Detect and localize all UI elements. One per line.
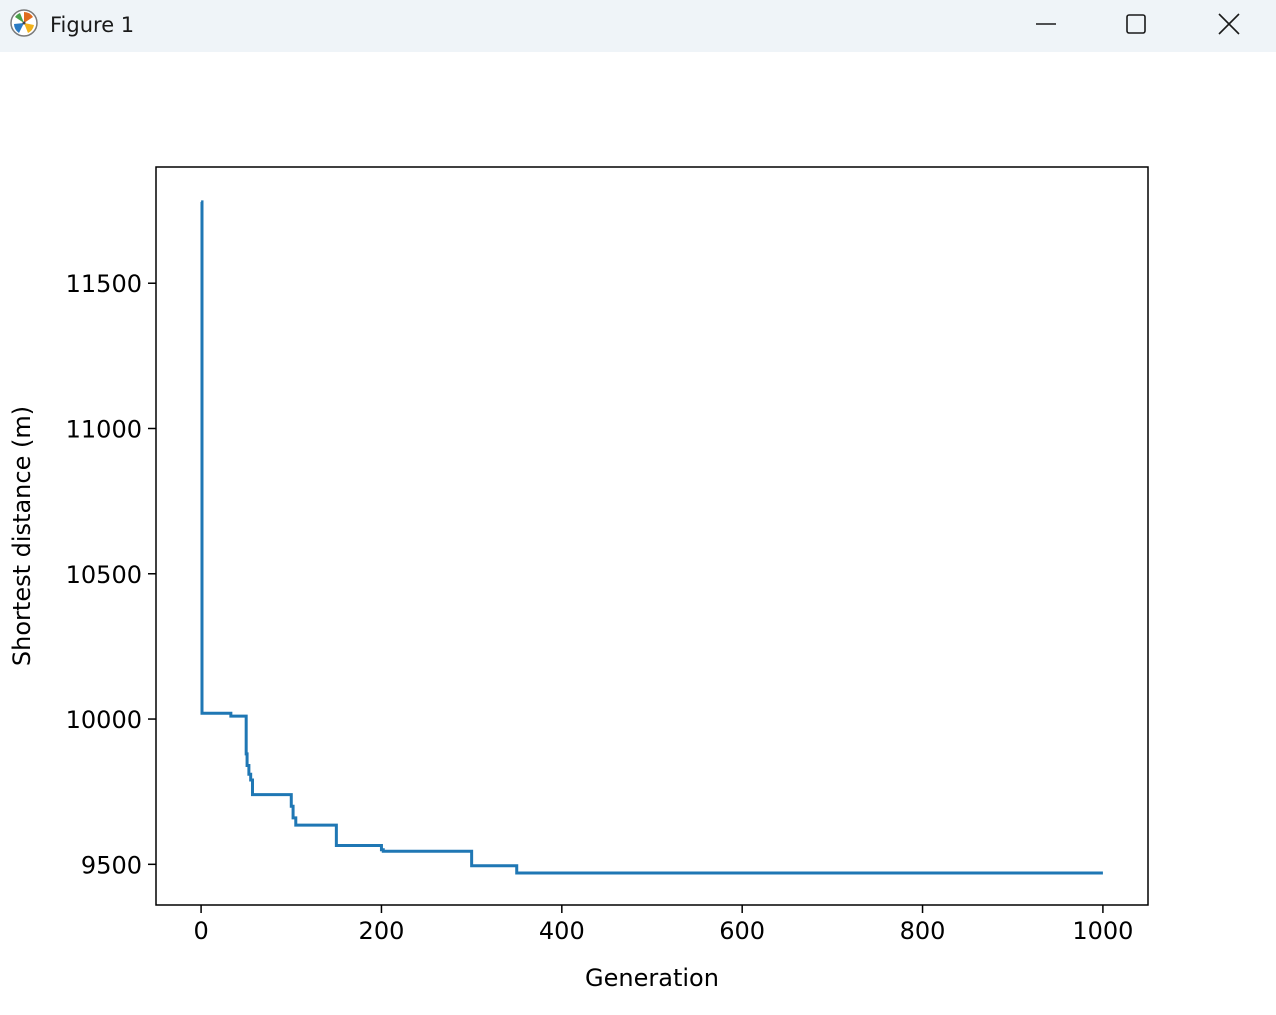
y-tick-label: 11000	[66, 415, 142, 443]
title-bar: Figure 1	[0, 0, 1276, 52]
matplotlib-icon	[10, 9, 38, 37]
x-tick-label: 1000	[1072, 917, 1133, 945]
x-tick-label: 800	[900, 917, 946, 945]
figure-canvas: 0 200 400 600 800 1000 9500 10000 10500 11000 1150…	[0, 52, 1276, 1011]
ticks-layer: 0 200 400 600 800 1000 9500 10000 10500 11000 1150…	[66, 270, 1134, 945]
y-axis-label: Shortest distance (m)	[8, 406, 36, 666]
close-icon	[1218, 13, 1240, 35]
minimize-icon	[1036, 23, 1056, 25]
maximize-icon	[1126, 14, 1146, 34]
x-axis-label: Generation	[585, 964, 719, 992]
y-tick-label: 11500	[66, 270, 142, 298]
close-button[interactable]	[1183, 0, 1275, 48]
x-tick-label: 400	[539, 917, 585, 945]
line-chart: 0 200 400 600 800 1000 9500 10000 10500 11000 1150…	[8, 166, 1149, 992]
x-tick-label: 200	[359, 917, 405, 945]
x-tick-label: 600	[719, 917, 765, 945]
maximize-button[interactable]	[1090, 0, 1182, 48]
y-tick-label: 9500	[81, 851, 142, 879]
minimize-button[interactable]	[1000, 0, 1092, 48]
y-tick-label: 10000	[66, 706, 142, 734]
window-title: Figure 1	[50, 13, 135, 37]
series-line-best	[200, 200, 1103, 875]
x-tick-label: 0	[193, 917, 208, 945]
y-tick-label: 10500	[66, 561, 142, 589]
plot-frame	[155, 166, 1149, 906]
